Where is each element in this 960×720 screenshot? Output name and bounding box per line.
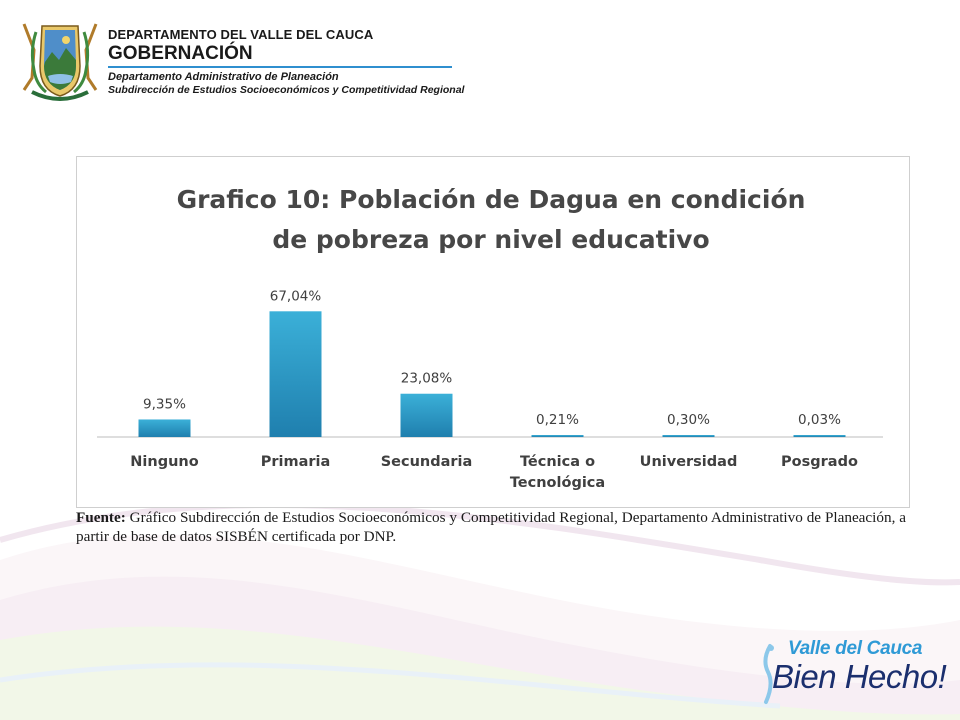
chart-title-line-2: de pobreza por nivel educativo — [272, 225, 709, 254]
department-name: DEPARTAMENTO DEL VALLE DEL CAUCA — [108, 27, 374, 42]
x-tick-label-1: Primaria — [261, 454, 331, 470]
brand-line-2: Bien Hecho! — [772, 658, 947, 695]
brand-logo: Valle del Cauca Bien Hecho! — [756, 634, 952, 714]
bar-0 — [138, 419, 191, 437]
data-label-3: 0,21% — [536, 412, 579, 428]
source-text: Gráfico Subdirección de Estudios Socioec… — [76, 509, 906, 545]
source-note: Fuente: Gráfico Subdirección de Estudios… — [76, 508, 906, 546]
gobernacion-title: GOBERNACIÓN — [108, 43, 253, 64]
x-tick-label-4: Universidad — [640, 454, 738, 470]
header: DEPARTAMENTO DEL VALLE DEL CAUCA GOBERNA… — [0, 0, 960, 110]
bars-layer: 9,35% Ninguno 67,04% Primaria 23,08% Secundar… — [130, 288, 858, 491]
data-label-5: 0,03% — [798, 412, 841, 428]
data-label-2: 23,08% — [401, 371, 453, 387]
bar-2 — [400, 393, 453, 437]
x-tick-label-3: Técnica o Tecnológica — [510, 454, 605, 491]
dancer-icon — [763, 644, 774, 704]
data-label-4: 0,30% — [667, 412, 710, 428]
coat-of-arms-icon — [22, 23, 98, 101]
x-tick-label-2: Secundaria — [381, 454, 473, 470]
data-label-0: 9,35% — [143, 396, 186, 412]
office-name: Departamento Administrativo de Planeació… — [108, 71, 339, 83]
x-tick-label-0: Ninguno — [130, 454, 198, 470]
bar-5 — [793, 435, 846, 437]
brand-line-1: Valle del Cauca — [788, 638, 923, 659]
chart-frame: Grafico 10: Población de Dagua en condic… — [76, 156, 910, 508]
header-divider — [108, 66, 452, 68]
source-label: Fuente: — [76, 509, 126, 526]
bar-1 — [269, 311, 322, 437]
chart-title-line-1: Grafico 10: Población de Dagua en condic… — [177, 185, 806, 214]
bar-chart: Grafico 10: Población de Dagua en condic… — [97, 185, 883, 491]
suboffice-name: Subdirección de Estudios Socioeconómicos… — [108, 84, 465, 96]
x-tick-label-5: Posgrado — [781, 454, 858, 470]
data-label-1: 67,04% — [270, 288, 322, 304]
bar-4 — [662, 435, 715, 437]
bar-3 — [531, 435, 584, 437]
